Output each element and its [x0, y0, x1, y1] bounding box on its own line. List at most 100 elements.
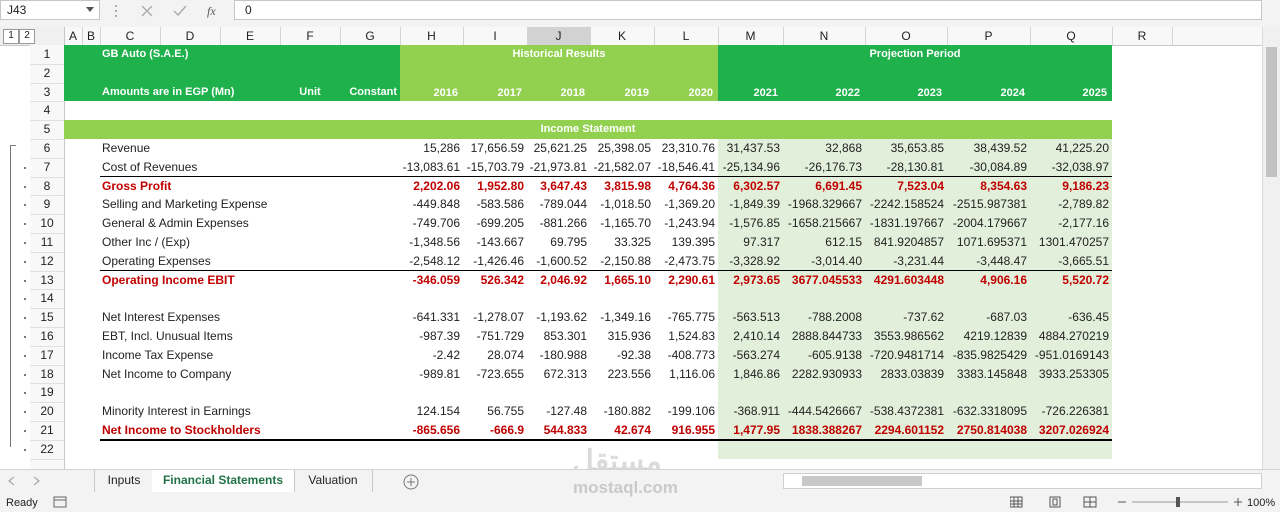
cell-value: -881.266 [539, 216, 587, 231]
row-header[interactable]: 10 [30, 214, 64, 234]
cell-value: 916.955 [671, 423, 715, 437]
outline-level-button[interactable]: 1 [3, 29, 19, 44]
column-header[interactable]: P [947, 27, 1031, 45]
column-header[interactable]: K [590, 27, 655, 45]
zoom-level[interactable]: 100% [1247, 497, 1276, 509]
cell-value: -641.331 [412, 310, 460, 325]
column-header[interactable]: I [463, 27, 528, 45]
cell-value: 6,691.45 [815, 178, 862, 193]
cell-value: 8,354.63 [980, 178, 1027, 193]
outline-level-button[interactable]: 2 [19, 29, 35, 44]
cell-value: 38,439.52 [973, 141, 1027, 155]
row-header[interactable]: 5 [30, 120, 64, 140]
row-header[interactable]: 22 [30, 440, 64, 460]
row-header[interactable]: 12 [30, 252, 64, 272]
tab-nav-arrows[interactable] [8, 476, 48, 486]
scroll-thumb[interactable] [802, 476, 922, 486]
row-header[interactable]: 14 [30, 289, 64, 310]
sheet-tab[interactable]: Inputs [94, 470, 154, 492]
row-header[interactable]: 18 [30, 365, 64, 385]
cell-value: 2,973.65 [733, 272, 780, 287]
cell-value: -751.729 [476, 329, 524, 343]
column-header[interactable]: G [340, 27, 401, 45]
formula-input[interactable]: 0 [234, 0, 1262, 20]
sheet-tab[interactable]: Valuation [294, 470, 373, 492]
cell-value: -865.656 [412, 423, 460, 437]
outline-dot [24, 279, 26, 282]
row-border [100, 175, 1112, 177]
column-header[interactable]: L [654, 27, 719, 45]
cell-value: -2,789.82 [1058, 197, 1109, 212]
column-header[interactable]: C [100, 27, 161, 45]
cell-value: -720.9481714 [869, 347, 944, 362]
row-header[interactable]: 17 [30, 346, 64, 366]
zoom-slider[interactable] [1116, 495, 1244, 509]
cell-value: 5,520.72 [1062, 272, 1109, 287]
column-header[interactable]: R [1112, 27, 1173, 45]
formula-bar: J43 fx 0 [0, 0, 1280, 27]
cell-value: 1,846.86 [733, 366, 780, 381]
vertical-scrollbar[interactable] [1262, 27, 1280, 469]
column-header[interactable]: M [718, 27, 784, 45]
line-label: Cost of Revenues [102, 159, 198, 174]
cell-value: 3677.045533 [791, 272, 862, 287]
row-header[interactable]: 3 [30, 83, 64, 103]
name-box[interactable]: J43 [0, 0, 100, 20]
section-band [64, 120, 1112, 139]
row-header[interactable]: 15 [30, 308, 64, 328]
column-header[interactable]: A [64, 27, 83, 45]
row-header[interactable]: 6 [30, 139, 64, 159]
column-header[interactable]: Q [1030, 27, 1113, 45]
column-header[interactable]: H [400, 27, 464, 45]
line-label: EBT, Incl. Unusual Items [102, 329, 233, 343]
cell-value: -632.3318095 [952, 404, 1027, 419]
row-header[interactable]: 19 [30, 383, 64, 404]
row-header[interactable]: 20 [30, 402, 64, 422]
cell-value: -1,348.56 [409, 235, 460, 249]
cell-value: 2,046.92 [540, 272, 587, 287]
cell-value: 1,665.10 [604, 272, 651, 287]
column-header[interactable]: E [220, 27, 281, 45]
cell-value: -723.655 [476, 366, 524, 381]
units-note: Amounts are in EGP (Mn) [102, 85, 235, 98]
cell-value: 4884.270219 [1038, 329, 1109, 343]
scroll-thumb[interactable] [1266, 47, 1277, 177]
cell-value: -2,177.16 [1058, 216, 1109, 231]
row-header[interactable]: 9 [30, 195, 64, 216]
cell-value: -3,231.44 [893, 253, 944, 268]
row-header[interactable]: 7 [30, 158, 64, 178]
cell-value: 2,290.61 [668, 272, 715, 287]
horizontal-scrollbar[interactable] [783, 473, 1262, 489]
line-label: Minority Interest in Earnings [102, 404, 251, 419]
row-header-column [30, 45, 65, 469]
column-header[interactable]: N [783, 27, 866, 45]
cell-value: -989.81 [419, 366, 460, 381]
cell-value: -636.45 [1068, 310, 1109, 325]
add-sheet-button[interactable] [402, 473, 420, 491]
row-header[interactable]: 13 [30, 271, 64, 291]
row-header[interactable]: 11 [30, 233, 64, 253]
view-buttons[interactable] [1010, 496, 1100, 509]
cell-value: -1831.197667 [869, 216, 944, 231]
sheet-tab[interactable]: Financial Statements [152, 470, 295, 494]
column-header[interactable]: F [280, 27, 341, 45]
outline-dot [24, 373, 26, 376]
cell-value: -726.226381 [1041, 404, 1109, 419]
row-header[interactable]: 1 [30, 45, 64, 65]
macro-icon[interactable] [53, 496, 67, 508]
row-header[interactable]: 8 [30, 177, 64, 197]
cell-value: -737.62 [903, 310, 944, 325]
column-header[interactable]: O [865, 27, 948, 45]
column-header[interactable]: B [82, 27, 101, 45]
column-header[interactable]: D [160, 27, 221, 45]
row-header[interactable]: 4 [30, 101, 64, 122]
row-header[interactable]: 2 [30, 64, 64, 84]
cell-value: -346.059 [412, 272, 460, 287]
row-header[interactable]: 16 [30, 327, 64, 347]
row-header[interactable]: 21 [30, 421, 64, 441]
outline-dot [24, 260, 26, 263]
column-header[interactable]: J [527, 27, 591, 47]
year-header: 2016 [433, 86, 458, 99]
cell-value: -987.39 [419, 329, 460, 343]
svg-text:fx: fx [207, 4, 216, 18]
